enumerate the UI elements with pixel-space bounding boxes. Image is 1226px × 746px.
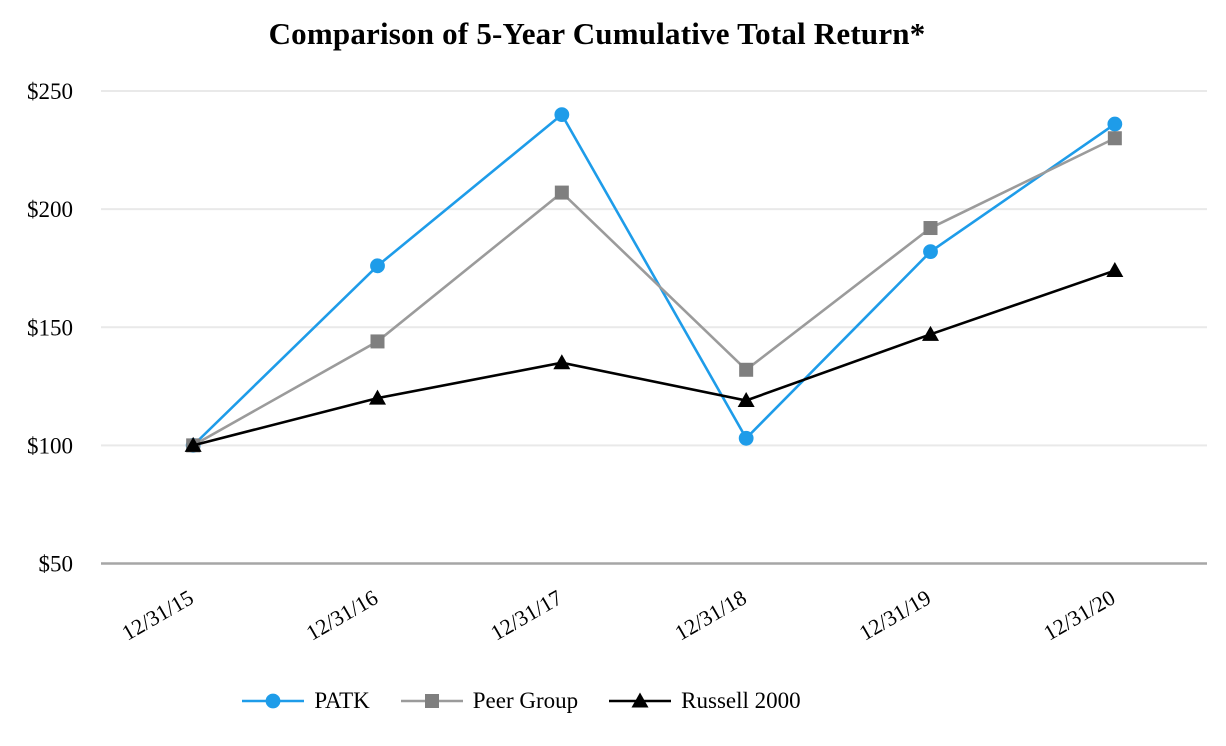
- series-line-patk: [192, 112, 1116, 447]
- data-point-patk-12/31/18: [738, 430, 754, 446]
- data-point-russell-2000-12/31/15: [184, 436, 202, 452]
- legend-item-patk: PATK: [241, 688, 370, 714]
- y-tick-label: $150: [27, 315, 73, 340]
- data-point-russell-2000-12/31/17: [553, 354, 571, 370]
- data-point-peer-group-12/31/17: [554, 185, 569, 200]
- series-line-peer-group: [192, 137, 1116, 447]
- data-point-russell-2000-12/31/18: [737, 391, 755, 407]
- data-point-patk-12/31/16: [370, 258, 385, 274]
- peer-group-line-square-icon: [400, 694, 463, 708]
- series-line-russell-2000: [192, 269, 1116, 447]
- legend-label-patk: PATK: [314, 688, 370, 713]
- x-axis-label: 12/31/15: [117, 585, 197, 646]
- x-axis-label: 12/31/17: [486, 585, 566, 646]
- legend-label-peer-group: Peer Group: [472, 688, 579, 713]
- data-point-peer-group-12/31/19: [923, 221, 938, 236]
- legend-marker: [265, 693, 281, 709]
- y-tick-label: $250: [27, 79, 73, 104]
- legend-marker: [631, 692, 649, 708]
- data-point-patk-12/31/17: [554, 107, 570, 123]
- data-point-patk-12/31/19: [923, 244, 938, 260]
- x-axis-label: 12/31/16: [302, 585, 382, 646]
- x-axis-label: 12/31/18: [670, 585, 750, 646]
- data-point-peer-group-12/31/18: [739, 362, 754, 377]
- legend: PATK Peer Group Russell 2000: [0, 688, 1042, 714]
- legend-item-peer-group: Peer Group: [400, 688, 578, 714]
- y-tick-label: $200: [27, 197, 73, 222]
- data-point-russell-2000-12/31/20: [1106, 262, 1124, 278]
- x-axis-label: 12/31/19: [855, 585, 935, 646]
- patk-line-circle-icon: [242, 693, 305, 709]
- data-point-patk-12/31/20: [1107, 116, 1123, 132]
- chart-title: Comparison of 5-Year Cumulative Total Re…: [268, 16, 926, 51]
- legend-label-russell-2000: Russell 2000: [681, 688, 801, 713]
- russell-2000-line-triangle-icon: [609, 692, 672, 708]
- legend-marker: [424, 694, 439, 708]
- data-point-russell-2000-12/31/19: [922, 325, 939, 341]
- legend-item-russell-2000: Russell 2000: [608, 688, 801, 714]
- y-tick-label: $100: [27, 433, 73, 458]
- data-point-peer-group-12/31/16: [370, 334, 385, 349]
- data-point-russell-2000-12/31/16: [369, 389, 386, 405]
- data-point-peer-group-12/31/20: [1107, 131, 1122, 146]
- y-tick-label: $50: [39, 552, 74, 577]
- x-axis-label: 12/31/20: [1039, 585, 1119, 646]
